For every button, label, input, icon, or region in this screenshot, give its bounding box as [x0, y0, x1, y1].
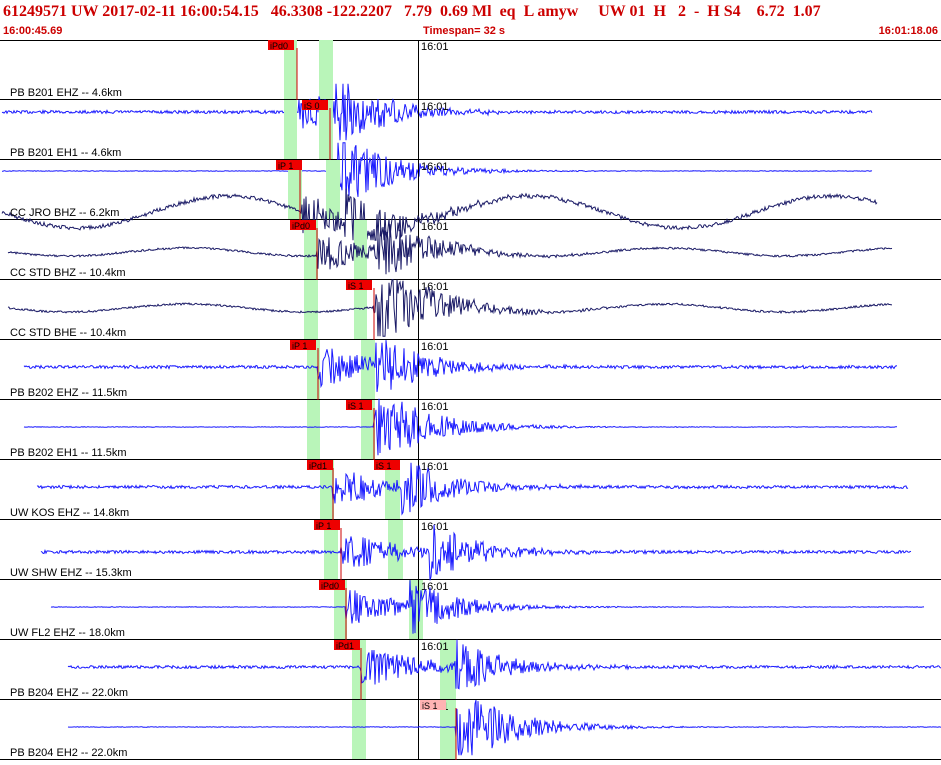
pick-window: [352, 700, 366, 760]
trace-row[interactable]: 16:01 iPd0 PB B201 EHZ -- 4.6km: [0, 40, 941, 141]
phase-pick-label: iPd0: [321, 581, 339, 591]
station-label: CC STD BHE -- 10.4km: [10, 327, 126, 339]
station-label: PB B201 EHZ -- 4.6km: [10, 87, 122, 99]
station-label: PB B201 EH1 -- 4.6km: [10, 147, 121, 159]
minute-tick-label: 16:01: [421, 641, 449, 653]
pick-window: [304, 220, 318, 280]
phase-pick-flag[interactable]: iP 1: [276, 160, 302, 171]
trace-row[interactable]: 16:01 iP 1 UW SHW EHZ -- 15.3km: [0, 520, 941, 581]
phase-pick-label: iPd0: [270, 41, 288, 51]
pick-window: [326, 160, 340, 220]
phase-pick-flag[interactable]: iPd1: [334, 640, 360, 651]
phase-pick-label: iP 1: [292, 341, 307, 351]
phase-pick-flag[interactable]: iS 1: [374, 460, 400, 471]
phase-pick-label: iS 1: [348, 401, 364, 411]
phase-pick-flag[interactable]: iP 1: [290, 340, 316, 351]
trace-row[interactable]: 16:01 iS 0 PB B201 EH1 -- 4.6km: [0, 100, 941, 200]
trace-row[interactable]: 16:01 iPd1 PB B204 EHZ -- 22.0km: [0, 639, 941, 700]
waveform-trace: [50, 580, 925, 634]
waveform-trace: [7, 224, 893, 275]
minute-tick-label: 16:01: [421, 341, 449, 353]
station-label: PB B202 EHZ -- 11.5km: [10, 387, 127, 399]
waveform-trace: [36, 462, 909, 516]
station-label: PB B202 EH1 -- 11.5km: [10, 447, 127, 459]
waveform-trace: [1, 188, 878, 241]
phase-pick-label: iPd1: [336, 641, 354, 651]
phase-pick-label: iS 0: [304, 101, 320, 111]
phase-pick-flag[interactable]: iP 1: [314, 520, 340, 531]
pick-window: [352, 640, 366, 700]
pick-window: [319, 40, 333, 100]
phase-pick-flag[interactable]: iPd0: [290, 220, 316, 231]
phase-pick-label: iP 1: [316, 521, 331, 531]
start-time-label: 16:00:45.69: [3, 25, 63, 37]
phase-pick-label: iS 1: [348, 281, 364, 291]
station-label: CC JRO BHZ -- 6.2km: [10, 207, 119, 219]
waveform-trace: [40, 524, 912, 581]
phase-pick-flag[interactable]: iS 1: [346, 280, 372, 291]
timespan-label: Timespan= 32 s: [423, 25, 506, 37]
waveform-trace: [23, 340, 898, 392]
trace-row[interactable]: 16:01 iPd0 UW FL2 EHZ -- 18.0km: [0, 580, 941, 640]
pick-window: [440, 700, 456, 760]
waveform-trace: [67, 639, 941, 690]
phase-pick-flag[interactable]: iS 1: [420, 700, 446, 711]
pick-window: [307, 400, 320, 460]
pick-window: [284, 100, 297, 160]
station-label: CC STD BHZ -- 10.4km: [10, 267, 126, 279]
trace-row[interactable]: 16:01 iS 1 PB B202 EH1 -- 11.5km: [0, 398, 941, 460]
event-header: 61249571 UW 2017-02-11 16:00:54.15 46.33…: [0, 0, 941, 41]
station-label: UW KOS EHZ -- 14.8km: [10, 507, 129, 519]
station-label: UW SHW EHZ -- 15.3km: [10, 567, 132, 579]
seismogram-panel[interactable]: 16:01 iPd0 PB B201 EHZ -- 4.6km 16:01 iS 0 PB…: [0, 40, 941, 760]
station-label: UW FL2 EHZ -- 18.0km: [10, 627, 125, 639]
minute-tick-label: 16:01: [421, 221, 449, 233]
pick-window: [307, 340, 320, 400]
station-label: PB B204 EHZ -- 22.0km: [10, 687, 128, 699]
pick-window: [324, 520, 338, 580]
pick-window: [288, 160, 302, 220]
pick-window: [284, 40, 297, 100]
pick-window: [361, 400, 375, 460]
trace-row[interactable]: 16:01 iP 1 CC JRO BHZ -- 6.2km: [0, 160, 941, 241]
station-label: PB B204 EH2 -- 22.0km: [10, 747, 127, 759]
minute-tick-label: 16:01: [421, 401, 449, 413]
seismogram-canvas[interactable]: 16:01 iPd0 PB B201 EHZ -- 4.6km 16:01 iS 0 PB…: [0, 40, 941, 760]
minute-tick-label: 16:01: [421, 581, 449, 593]
trace-row[interactable]: 16:01 iPd0 CC STD BHZ -- 10.4km: [0, 220, 941, 280]
pick-window: [304, 280, 318, 340]
phase-pick-flag[interactable]: iPd1: [307, 460, 333, 471]
waveform-trace: [23, 398, 898, 456]
minute-tick-label: 16:01: [421, 41, 449, 53]
minute-tick-label: 16:01: [421, 101, 449, 113]
end-time-label: 16:01:18.06: [878, 25, 938, 37]
phase-pick-label: iS 1: [422, 701, 438, 711]
phase-pick-label: iS 1: [376, 461, 392, 471]
minute-tick-label: 16:01: [421, 521, 449, 533]
trace-row[interactable]: 16:01 iP 1 PB B202 EHZ -- 11.5km: [0, 340, 941, 400]
phase-pick-flag[interactable]: iS 0: [302, 100, 328, 111]
pick-window: [320, 460, 334, 520]
pick-window: [334, 580, 347, 640]
minute-tick-label: 16:01: [421, 161, 449, 173]
phase-pick-label: iP 1: [278, 161, 293, 171]
phase-pick-label: iPd1: [309, 461, 327, 471]
phase-pick-flag[interactable]: iPd0: [268, 40, 294, 51]
waveform-trace: [1, 83, 873, 141]
waveform-trace: [7, 279, 893, 337]
phase-pick-flag[interactable]: iPd0: [319, 580, 345, 591]
waveform-trace: [67, 699, 941, 756]
trace-row[interactable]: 16:01 iPd1 iS 1 UW KOS EHZ -- 14.8km: [0, 460, 941, 520]
event-info-line: 61249571 UW 2017-02-11 16:00:54.15 46.33…: [3, 3, 821, 20]
waveform-trace: [1, 142, 873, 200]
minute-tick-label: 16:01: [421, 461, 449, 473]
phase-pick-flag[interactable]: iS 1: [346, 400, 372, 411]
phase-pick-label: iPd0: [292, 221, 310, 231]
pick-window: [354, 280, 367, 340]
